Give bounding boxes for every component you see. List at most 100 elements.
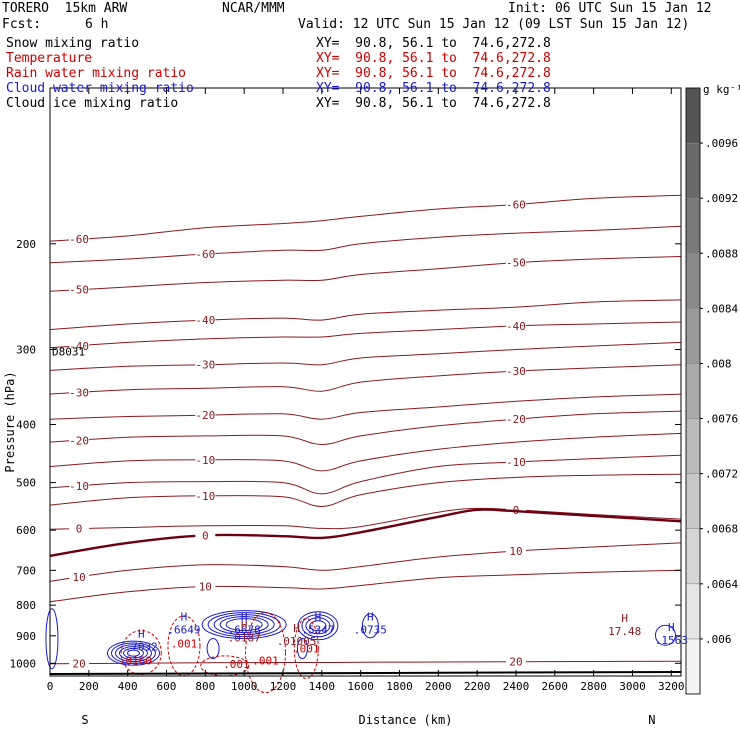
temperature-contour bbox=[49, 393, 682, 420]
surface-line bbox=[49, 671, 682, 675]
forecast-label: Fcst: bbox=[2, 17, 42, 32]
contour-label-bg bbox=[505, 456, 526, 468]
y-axis-title: Pressure (hPa) bbox=[3, 371, 17, 472]
contour-label-bg bbox=[69, 339, 90, 351]
colorbar-label: .0084 bbox=[705, 302, 738, 315]
temperature-contour bbox=[49, 410, 682, 446]
rain-water-contour bbox=[245, 612, 287, 694]
high-value: .0187 bbox=[228, 631, 261, 644]
high-value: .0735 bbox=[354, 624, 387, 637]
temperature-contour bbox=[49, 256, 682, 292]
y-tick-label: 700 bbox=[16, 564, 36, 577]
contour-label-bg bbox=[195, 409, 216, 421]
colorbar-label: .0092 bbox=[705, 192, 738, 205]
contour-label-bg bbox=[505, 198, 526, 210]
x-axis-title: Distance (km) bbox=[359, 713, 453, 727]
contour-label-bg bbox=[505, 503, 526, 515]
y-tick-label: 300 bbox=[16, 343, 36, 356]
x-tick-label: 400 bbox=[118, 680, 138, 693]
plot-frame bbox=[49, 87, 682, 677]
colorbar-label: .008 bbox=[705, 357, 732, 370]
colorbar-swatch bbox=[685, 638, 701, 695]
contour-label-bg bbox=[195, 529, 216, 541]
temperature-label: -40 bbox=[69, 340, 89, 353]
cloud-water-contour bbox=[213, 614, 275, 636]
colorbar-label: .0064 bbox=[705, 578, 738, 591]
colorbar-label: .0088 bbox=[705, 247, 738, 260]
temperature-contours: -60 -60 -60 -50 -50 -40 -40 -40 -30 -30 -30 -20 -20 -… bbox=[49, 194, 682, 671]
cloud-water-contour bbox=[296, 638, 308, 660]
high-value: .01005 bbox=[277, 635, 317, 648]
colorbar-swatch bbox=[685, 142, 701, 199]
x-tick-label: 2200 bbox=[464, 680, 491, 693]
colorbar-unit: g kg⁻¹ bbox=[703, 83, 740, 96]
south-label: S bbox=[81, 713, 88, 727]
temperature-contour bbox=[49, 432, 682, 472]
contour-labels: H17.48H.6678H.5347H.0735H.7032H.01005H.0… bbox=[49, 345, 688, 675]
station-label: D8031 bbox=[52, 345, 85, 358]
cloud-water-contour bbox=[301, 614, 335, 638]
cloud-water-contour bbox=[201, 610, 287, 640]
contour-label-bg bbox=[69, 522, 90, 534]
north-label: N bbox=[648, 713, 655, 727]
x-tick-label: 1000 bbox=[231, 680, 258, 693]
high-value: 17.48 bbox=[608, 625, 641, 638]
x-tick-label: 1200 bbox=[270, 680, 297, 693]
contour-label-bg bbox=[69, 571, 90, 583]
cloud-water-contour bbox=[206, 638, 220, 660]
temperature-label: 10 bbox=[199, 581, 212, 594]
temperature-contour bbox=[49, 454, 682, 495]
high-marker: H bbox=[367, 611, 374, 624]
field-xy-0: XY= 90.8, 56.1 to 74.6,272.8 bbox=[316, 36, 551, 51]
temperature-contour bbox=[49, 542, 682, 582]
x-tick-label: 2600 bbox=[542, 680, 569, 693]
rain-value-label: .001 bbox=[252, 655, 279, 668]
temperature-contour bbox=[49, 364, 682, 395]
temperature-contour bbox=[49, 341, 682, 371]
x-tick-label: 200 bbox=[79, 680, 99, 693]
colorbar-label: .006 bbox=[705, 633, 732, 646]
cloud-water-contour bbox=[45, 608, 59, 670]
temperature-label: -30 bbox=[195, 359, 215, 372]
center-label: NCAR/MMM bbox=[222, 1, 285, 16]
x-tick-label: 3000 bbox=[619, 680, 646, 693]
temperature-label: -60 bbox=[195, 248, 215, 261]
contour-label-bg bbox=[505, 413, 526, 425]
cloud-water-contour bbox=[114, 644, 152, 663]
rain-value-label: .001 bbox=[223, 658, 250, 671]
contour-label-bg bbox=[505, 545, 526, 557]
x-tick-label: 800 bbox=[195, 680, 215, 693]
cloud-water-contour bbox=[219, 616, 269, 634]
cloud-water-contour bbox=[110, 642, 156, 664]
temperature-label: -20 bbox=[195, 409, 215, 422]
high-marker: H bbox=[668, 621, 675, 634]
high-marker: H bbox=[293, 622, 300, 635]
high-value: .6649 bbox=[167, 624, 200, 637]
colorbar-swatch bbox=[685, 308, 701, 364]
high-value: .1563 bbox=[655, 634, 688, 647]
temperature-contour bbox=[49, 507, 682, 530]
cloud-water-contour bbox=[118, 646, 148, 661]
temperature-contour bbox=[49, 321, 682, 349]
x-tick-label: 2800 bbox=[580, 680, 607, 693]
rain-water-contour bbox=[293, 618, 319, 680]
temperature-label: -40 bbox=[506, 320, 526, 333]
high-value: .6678 bbox=[228, 624, 261, 637]
temperature-contour bbox=[49, 299, 682, 331]
rain-value-label: .0160 bbox=[119, 655, 152, 668]
colorbar-label: .0096 bbox=[705, 137, 738, 150]
contour-label-bg bbox=[69, 233, 90, 245]
temperature-contour bbox=[49, 569, 682, 603]
colorbar-swatch bbox=[685, 87, 701, 144]
contour-label-bg bbox=[195, 358, 216, 370]
field-name-2: Rain water mixing ratio bbox=[6, 66, 187, 81]
high-marker: H bbox=[241, 618, 248, 631]
temperature-label: 0 bbox=[202, 529, 209, 542]
temperature-label: -60 bbox=[69, 233, 89, 246]
colorbar-swatch bbox=[685, 253, 701, 309]
temperature-label: -60 bbox=[506, 199, 526, 212]
colorbar-swatch bbox=[685, 197, 701, 254]
temperature-label: -50 bbox=[69, 284, 89, 297]
colorbar-swatch bbox=[685, 473, 701, 529]
field-xy-2: XY= 90.8, 56.1 to 74.6,272.8 bbox=[316, 66, 551, 81]
